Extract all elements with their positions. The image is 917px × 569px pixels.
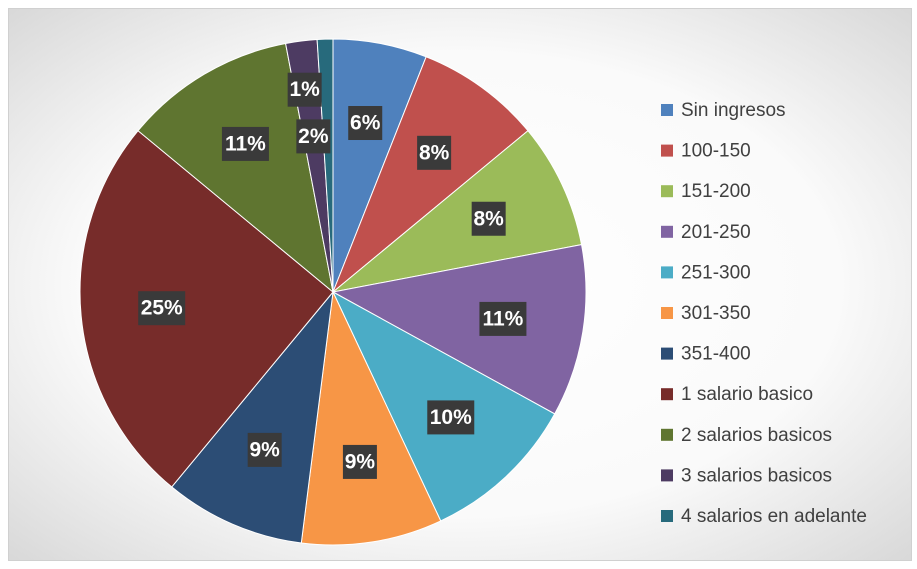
pie-slice (79, 130, 334, 488)
legend-label: 151-200 (681, 181, 751, 202)
legend-swatch (661, 266, 673, 279)
legend-label: Sin ingresos (681, 100, 786, 121)
legend-label: 251-300 (681, 262, 751, 283)
data-label: 10% (430, 406, 472, 429)
legend-label: 4 salarios en adelante (681, 506, 867, 527)
data-label: 11% (482, 307, 523, 330)
data-label: 9% (345, 450, 376, 473)
data-label: 8% (419, 141, 450, 164)
data-label: 6% (350, 112, 381, 135)
pie-slice (331, 244, 587, 415)
legend-swatch (661, 510, 673, 522)
data-label: 11% (225, 132, 266, 155)
data-label: 1% (289, 78, 320, 101)
legend-swatch (661, 469, 673, 482)
data-label-box (287, 72, 322, 107)
legend-label: 2 salarios basicos (681, 425, 832, 446)
legend-label: 3 salarios basicos (681, 465, 832, 486)
data-label-box (479, 301, 527, 336)
legend-label: 351-400 (681, 344, 751, 365)
data-labels: 6% 8% 8% 11% 10% 9% 9% 25% 11% 2% 1% (138, 72, 527, 479)
legend-swatch (661, 144, 673, 157)
legend-swatch (661, 307, 673, 319)
legend-label: 201-250 (681, 222, 751, 243)
data-label-box (417, 135, 452, 170)
legend-swatch (661, 185, 673, 198)
legend: Sin ingresos 100-150 151-200 201-250 251-300… (661, 100, 867, 527)
data-label-box (348, 106, 383, 141)
data-label-box (471, 201, 506, 236)
data-label-box (342, 444, 377, 479)
data-label-box (296, 119, 331, 154)
legend-swatch (661, 104, 673, 116)
legend-swatch (661, 428, 673, 441)
legend-swatch (661, 347, 673, 360)
pie-slice (137, 42, 334, 294)
legend-label: 301-350 (681, 303, 751, 324)
pie-slice (171, 290, 334, 544)
legend-label: 1 salario basico (681, 384, 813, 405)
data-label: 2% (298, 125, 329, 148)
legend-swatch (661, 225, 673, 238)
data-label: 25% (141, 297, 183, 320)
data-label-box (427, 400, 475, 435)
data-label: 8% (473, 207, 504, 230)
pie-slice (332, 56, 529, 293)
data-label-box (138, 291, 186, 326)
pie-slice (332, 130, 583, 293)
pie-slice (300, 290, 442, 546)
data-label-box (221, 126, 269, 161)
data-label: 9% (249, 438, 280, 461)
legend-swatch (661, 388, 673, 401)
data-label-box (247, 432, 282, 467)
legend-label: 100-150 (681, 141, 751, 162)
